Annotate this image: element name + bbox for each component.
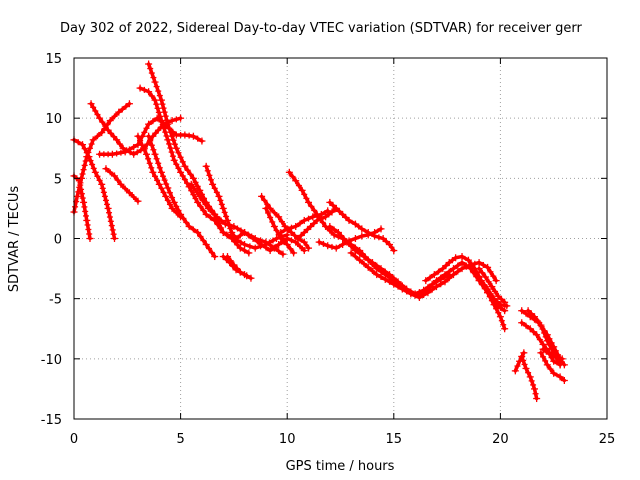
series-s15 — [224, 253, 251, 280]
series-s19 — [277, 207, 332, 236]
series-s5 — [102, 165, 142, 205]
series-s32 — [537, 349, 568, 384]
chart-title: Day 302 of 2022, Sidereal Day-to-day VTE… — [60, 21, 582, 36]
series-s33 — [539, 345, 564, 369]
series-s8 — [145, 60, 253, 257]
x-tick-label: 0 — [70, 432, 78, 447]
series-s34 — [511, 349, 528, 375]
x-tick-label: 20 — [492, 432, 509, 447]
series-s21 — [326, 222, 453, 298]
series-s9 — [145, 132, 219, 261]
x-tick-label: 15 — [386, 432, 403, 447]
series-s22 — [326, 198, 398, 255]
y-tick-label: 15 — [45, 52, 62, 67]
y-tick-label: -15 — [41, 413, 62, 428]
series-s2 — [70, 136, 119, 242]
x-tick-label: 5 — [176, 432, 184, 447]
y-tick-label: 0 — [54, 233, 62, 248]
y-tick-label: -5 — [49, 293, 62, 308]
y-tick-label: -10 — [41, 353, 62, 368]
series-s20 — [294, 204, 340, 242]
series-s10 — [134, 132, 185, 221]
y-axis-label: SDTVAR / TECUs — [7, 186, 22, 293]
y-tick-label: 10 — [45, 112, 62, 127]
y-tick-label: 5 — [54, 172, 62, 187]
series-s24 — [347, 249, 500, 301]
x-tick-label: 25 — [599, 432, 616, 447]
data-layer — [70, 60, 568, 403]
series-s23 — [315, 225, 385, 252]
x-axis-label: GPS time / hours — [286, 459, 395, 474]
series-s26 — [471, 268, 511, 310]
series-s31 — [518, 352, 541, 403]
series-s27 — [475, 265, 509, 306]
x-tick-label: 10 — [279, 432, 296, 447]
axis-ticks: 0 5 10 15 20 25 -15 -10 -5 0 5 10 15 — [41, 52, 616, 447]
